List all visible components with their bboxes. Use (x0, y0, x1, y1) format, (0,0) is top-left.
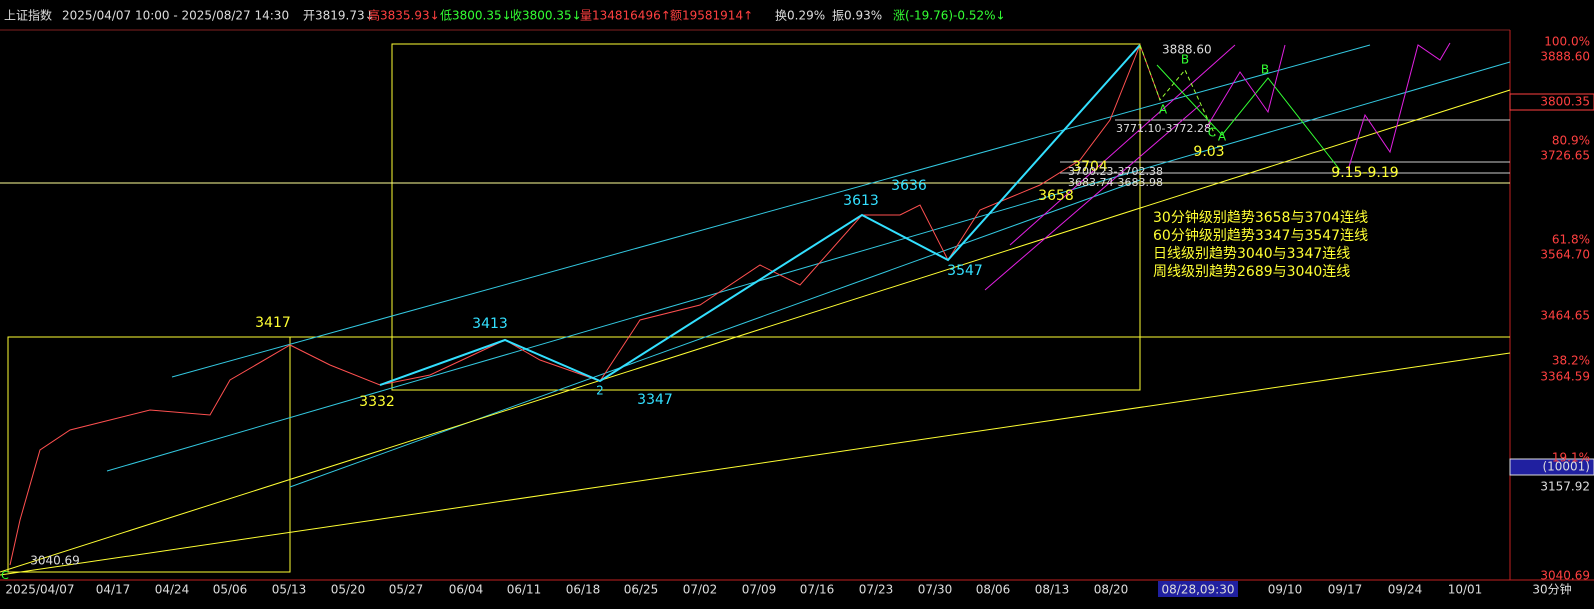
x-axis-label: 07/02 (683, 583, 718, 597)
drawings (0, 42, 1594, 597)
annotation: 3413 (472, 316, 508, 332)
annotation: 2 (596, 384, 604, 398)
wave-line (379, 44, 1141, 386)
x-axis-label: 06/04 (449, 583, 484, 597)
period-label: 30分钟 (1532, 582, 1571, 597)
x-axis-label: 08/28,09:30 (1162, 583, 1235, 597)
annotation: 3683.74-3683.98 (1068, 176, 1163, 189)
x-axis-label: 07/09 (742, 583, 777, 597)
annotation: 3636 (891, 178, 927, 194)
header-item: 2025/04/07 10:00 - 2025/08/27 14:30 (62, 9, 289, 23)
y-axis-label: 38.2% (1552, 354, 1590, 368)
x-axis-label: 05/13 (272, 583, 307, 597)
header-item: 高3835.93↓ (368, 8, 440, 23)
annotation: 9.15-9.19 (1331, 165, 1398, 181)
x-axis-label: 07/16 (800, 583, 835, 597)
x-axis-label: 08/06 (976, 583, 1011, 597)
x-axis-label: 09/17 (1328, 583, 1363, 597)
x-axis-label: 09/10 (1268, 583, 1303, 597)
annotation: 3613 (843, 193, 879, 209)
header-item: 换0.29% (775, 9, 825, 23)
annotation: 3700.23-3702.38 (1068, 165, 1163, 178)
annotation: 3417 (255, 315, 291, 331)
volume-box (1509, 458, 1594, 476)
x-axis-label: 07/23 (859, 583, 894, 597)
y-axis-label: 3464.65 (1540, 309, 1590, 323)
trend-line (289, 179, 1141, 488)
annotation: A (1218, 130, 1227, 144)
annotation: 9.03 (1193, 144, 1224, 160)
annotation: 3658 (1038, 188, 1074, 204)
trend-line (0, 89, 1511, 573)
x-axis-label: 08/20 (1094, 583, 1129, 597)
y-axis-label: 3564.70 (1540, 248, 1590, 262)
cursor-box (1158, 581, 1238, 597)
trend-line (0, 352, 1511, 576)
header-item: 开3819.73↓ (303, 9, 375, 23)
projection (1156, 64, 1341, 171)
y-axis-label: 3888.60 (1540, 50, 1590, 64)
y-axis-label: 3726.65 (1540, 149, 1590, 163)
x-axis-label: 06/11 (507, 583, 542, 597)
projection (1204, 44, 1286, 131)
annotation: 3332 (359, 394, 395, 410)
projection (1139, 44, 1216, 136)
trend-line (984, 104, 1201, 291)
annotation: C (1, 569, 9, 582)
annotation: 3888.60 (1162, 43, 1212, 57)
annotation: 3040.69 (30, 554, 80, 568)
y-axis-label: 100.0% (1544, 35, 1590, 49)
x-axis-label: 05/06 (213, 583, 248, 597)
projection (1347, 42, 1451, 171)
box (391, 43, 1141, 391)
price-box (1509, 93, 1594, 111)
x-axis-label: 05/27 (389, 583, 424, 597)
x-axis-label: 06/18 (566, 583, 601, 597)
x-axis-label: 06/25 (624, 583, 659, 597)
header-item: 收3800.35↓ (510, 9, 582, 23)
annotation: 3547 (947, 263, 983, 279)
y-axis-label: 3364.59 (1540, 370, 1590, 384)
note: 30分钟级别趋势3658与3704连线 (1153, 209, 1368, 226)
note: 60分钟级别趋势3347与3547连线 (1153, 227, 1368, 244)
y-axis-label: 3040.69 (1540, 569, 1590, 583)
x-axis-label: 07/30 (918, 583, 953, 597)
x-axis-label: 2025/04/07 (5, 583, 74, 597)
annotation: 3771.10-3772.28 (1116, 122, 1211, 135)
x-axis-label: 08/13 (1035, 583, 1070, 597)
annotation: A (1159, 103, 1168, 117)
annotation: 3704 (1072, 159, 1108, 175)
annotation: C (1208, 126, 1216, 140)
y-axis-label: 3157.92 (1540, 480, 1590, 494)
note: 日线级别趋势3040与3347连线 (1153, 246, 1350, 262)
annotation: 3347 (637, 392, 673, 408)
trend-line (106, 61, 1511, 472)
x-axis-label: 10/01 (1448, 583, 1483, 597)
header-item: 量134816496↑ (580, 9, 671, 23)
x-axis-label: 04/24 (155, 583, 190, 597)
x-axis-label: 04/17 (96, 583, 131, 597)
y-axis-label: 61.8% (1552, 233, 1590, 247)
trend-line (1009, 44, 1236, 246)
y-axis-label: 3800.35 (1540, 95, 1590, 109)
y-axis-label: 19.1% (1552, 451, 1590, 465)
x-axis-label: 05/20 (331, 583, 366, 597)
y-axis-label: 80.9% (1552, 134, 1590, 148)
header-item: 额19581914↑ (670, 9, 753, 23)
trend-line (171, 44, 1371, 378)
box (7, 336, 291, 573)
annotation: B (1181, 53, 1189, 67)
x-axis-label: 09/24 (1388, 583, 1423, 597)
header-item: 上证指数 (4, 8, 52, 23)
y-axis-label: (10001) (1542, 460, 1590, 474)
header-item: 振0.93% (832, 9, 882, 23)
header-item: 低3800.35↓ (440, 9, 512, 23)
header-item: 涨(-19.76)-0.52%↓ (893, 8, 1006, 23)
annotation: B (1261, 63, 1269, 77)
note: 周线级别趋势2689与3040连线 (1153, 264, 1350, 280)
